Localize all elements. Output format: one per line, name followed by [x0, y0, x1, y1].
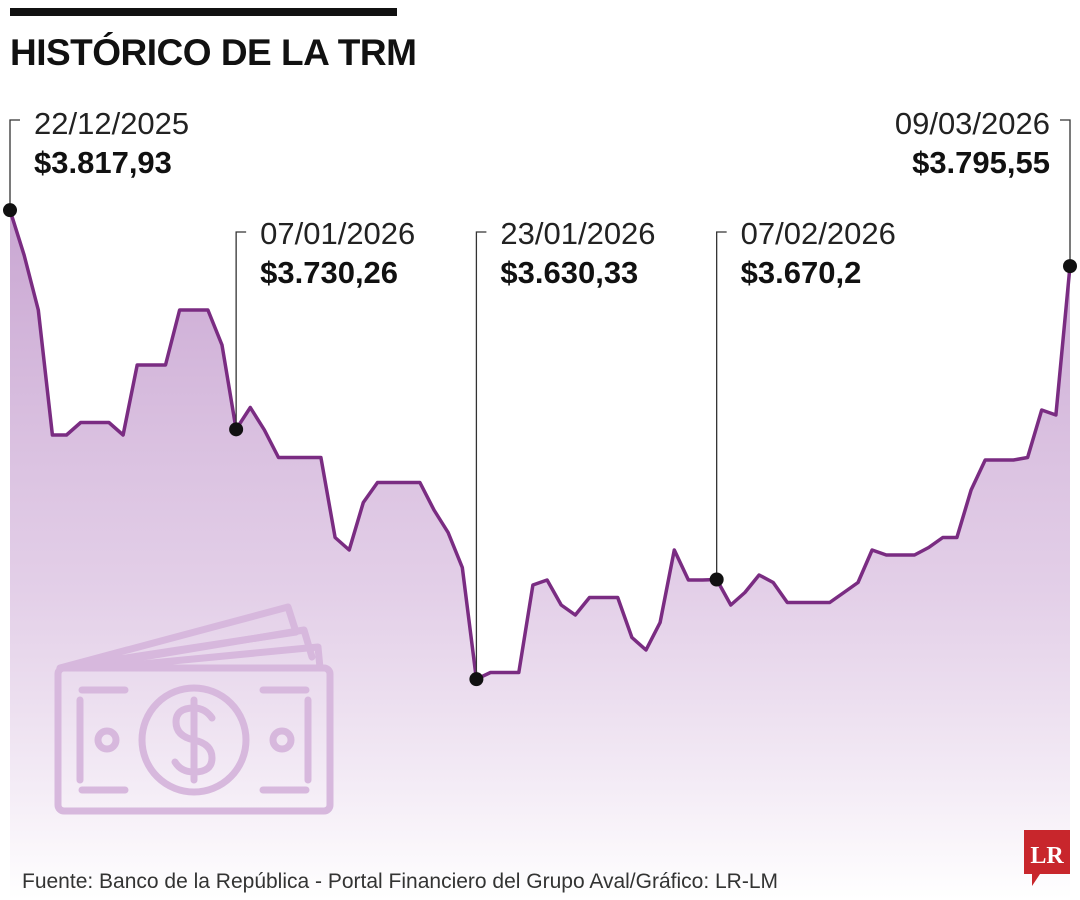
chart-title: HISTÓRICO DE LA TRM — [10, 32, 417, 73]
lr-logo: LR — [1024, 830, 1070, 886]
annotation-date: 09/03/2026 — [895, 106, 1050, 141]
annotation-marker — [1063, 259, 1077, 274]
annotations: 22/12/2025 $3.817,93 07/01/2026 $3.730,26 23… — [3, 106, 1077, 687]
money-bills-icon — [54, 603, 334, 815]
annotation-value: $3.630,33 — [500, 255, 638, 290]
annotation-value: $3.730,26 — [260, 255, 398, 290]
annotation-leader-line — [475, 231, 487, 680]
annotation-marker — [3, 203, 17, 218]
annotation-marker — [469, 672, 484, 687]
annotation-marker — [709, 572, 724, 587]
annotation-value: $3.817,93 — [34, 145, 172, 180]
annotation-date: 07/02/2026 — [741, 216, 896, 251]
price-line — [8, 209, 1072, 681]
annotation-value: $3.670,2 — [741, 255, 862, 290]
annotation-leader-line — [1060, 119, 1071, 267]
lr-logo-text: LR — [1030, 843, 1064, 869]
annotation-marker — [229, 422, 244, 437]
source-note: Fuente: Banco de la República - Portal F… — [22, 870, 778, 893]
annotation-date: 23/01/2026 — [500, 216, 655, 251]
annotation-leader-line — [235, 231, 247, 430]
annotation-leader-line — [716, 231, 727, 580]
annotation-value: $3.795,55 — [912, 145, 1050, 180]
annotation-leader-line — [9, 119, 20, 211]
annotation-date: 07/01/2026 — [260, 216, 415, 251]
annotation-date: 22/12/2025 — [34, 106, 189, 141]
price-area — [10, 210, 1070, 900]
title-rule — [10, 8, 397, 16]
